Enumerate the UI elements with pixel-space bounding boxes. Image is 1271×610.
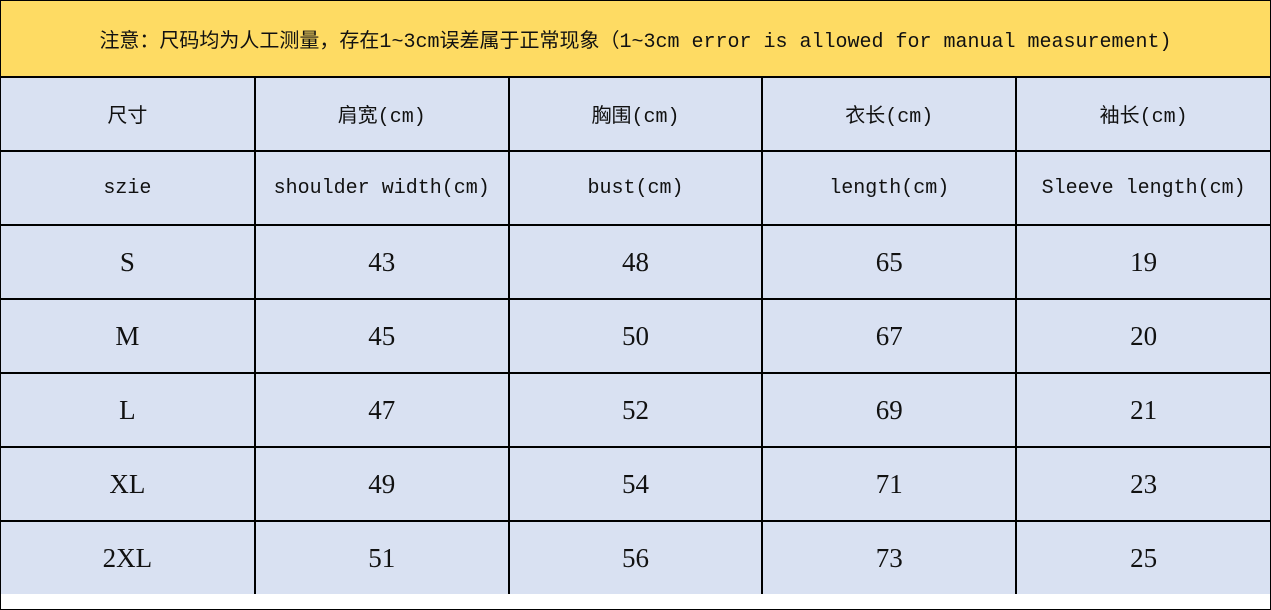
shoulder-width-cell: 45 bbox=[253, 298, 510, 374]
length-cell: 衣长(cm) bbox=[761, 78, 1018, 152]
header-row-chinese: 尺寸 肩宽(cm) 胸围(cm) 衣长(cm) 袖长(cm) bbox=[1, 78, 1270, 152]
size-cell: L bbox=[1, 372, 256, 448]
table-row: 2XL 51 56 73 25 bbox=[1, 520, 1270, 594]
bust-cell: 54 bbox=[507, 446, 764, 522]
bust-cell: bust(cm) bbox=[507, 150, 764, 226]
table-row: S 43 48 65 19 bbox=[1, 224, 1270, 300]
bust-cell: 50 bbox=[507, 298, 764, 374]
header-row-english: szie shoulder width(cm) bust(cm) length(cm)… bbox=[1, 150, 1270, 226]
length-cell: 73 bbox=[761, 520, 1018, 594]
shoulder-width-cell: 49 bbox=[253, 446, 510, 522]
sleeve-length-cell: 21 bbox=[1015, 372, 1270, 448]
size-cell: XL bbox=[1, 446, 256, 522]
length-cell: length(cm) bbox=[761, 150, 1018, 226]
bust-cell: 52 bbox=[507, 372, 764, 448]
length-cell: 71 bbox=[761, 446, 1018, 522]
size-cell: M bbox=[1, 298, 256, 374]
shoulder-width-cell: 47 bbox=[253, 372, 510, 448]
bust-cell: 48 bbox=[507, 224, 764, 300]
table-row: M 45 50 67 20 bbox=[1, 298, 1270, 374]
size-cell: S bbox=[1, 224, 256, 300]
bust-cell: 56 bbox=[507, 520, 764, 594]
table-row: XL 49 54 71 23 bbox=[1, 446, 1270, 522]
sleeve-length-cell: 20 bbox=[1015, 298, 1270, 374]
size-cell: 2XL bbox=[1, 520, 256, 594]
length-cell: 69 bbox=[761, 372, 1018, 448]
shoulder-width-cell: 肩宽(cm) bbox=[253, 78, 510, 152]
shoulder-width-cell: 43 bbox=[253, 224, 510, 300]
sleeve-length-cell: 23 bbox=[1015, 446, 1270, 522]
size-cell: szie bbox=[1, 150, 256, 226]
shoulder-width-cell: shoulder width(cm) bbox=[253, 150, 510, 226]
measurement-note: 注意：尺码均为人工测量，存在1~3cm误差属于正常现象（1~3cm error … bbox=[1, 1, 1270, 78]
sleeve-length-cell: 19 bbox=[1015, 224, 1270, 300]
size-table: 尺寸 肩宽(cm) 胸围(cm) 衣长(cm) 袖长(cm) szie shoulder w… bbox=[1, 78, 1270, 594]
size-cell: 尺寸 bbox=[1, 78, 256, 152]
length-cell: 65 bbox=[761, 224, 1018, 300]
sleeve-length-cell: 袖长(cm) bbox=[1015, 78, 1270, 152]
bust-cell: 胸围(cm) bbox=[507, 78, 764, 152]
length-cell: 67 bbox=[761, 298, 1018, 374]
sleeve-length-cell: Sleeve length(cm) bbox=[1015, 150, 1270, 226]
table-row: L 47 52 69 21 bbox=[1, 372, 1270, 448]
sleeve-length-cell: 25 bbox=[1015, 520, 1270, 594]
shoulder-width-cell: 51 bbox=[253, 520, 510, 594]
